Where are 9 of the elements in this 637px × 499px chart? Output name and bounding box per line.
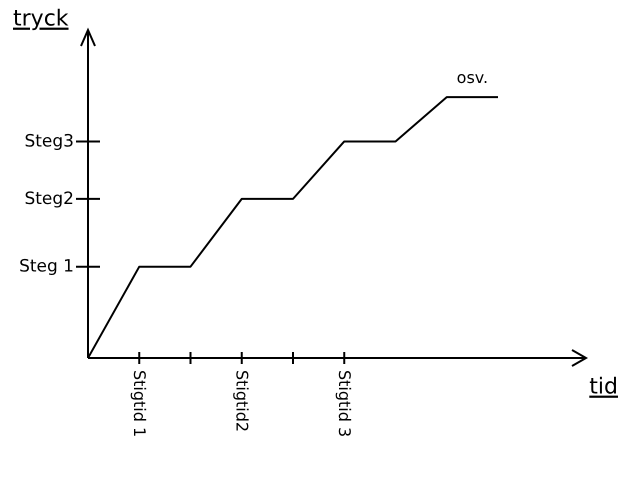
x-axis-title: tid [589,374,618,400]
y-axis-title: tryck [13,6,69,32]
x-tick-label: Stigtid 1 [130,370,149,438]
text: Steg 1 [19,256,74,277]
text: osv. [456,68,488,88]
text: Steg2 [24,188,74,209]
x-tick-label: Stigtid 3 [334,370,354,438]
text: Steg3 [24,131,74,152]
x-tick-label: Stigtid2 [232,370,252,432]
